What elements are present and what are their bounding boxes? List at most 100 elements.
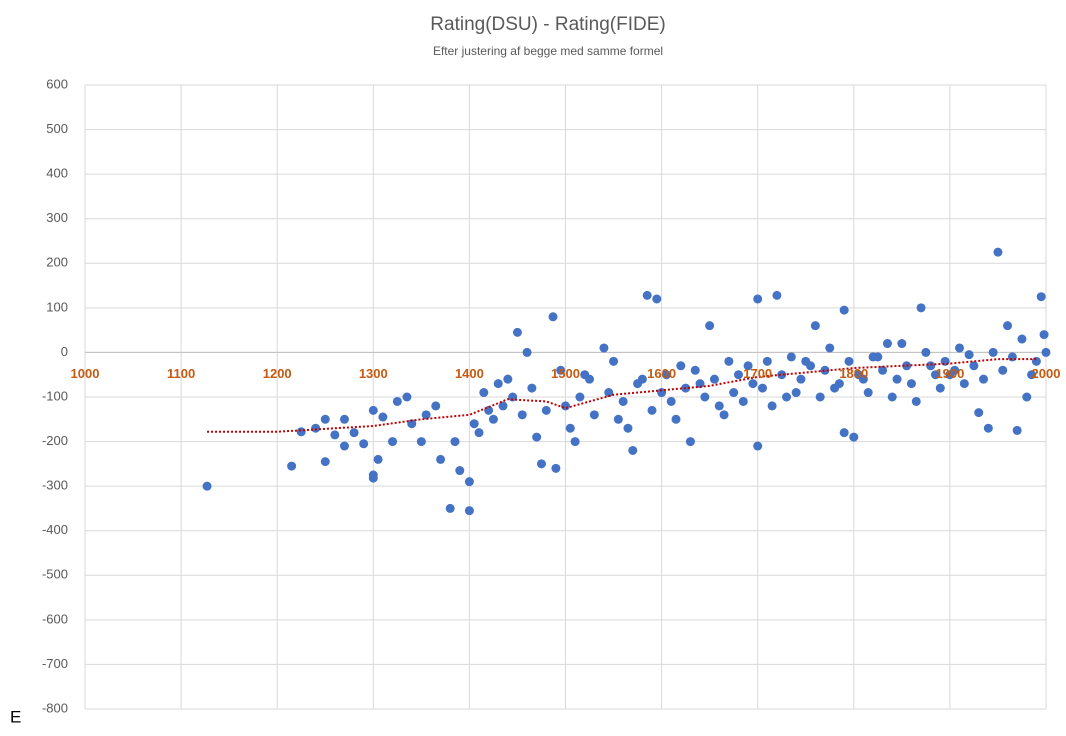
point — [979, 374, 989, 384]
point — [548, 312, 558, 322]
point — [623, 423, 633, 433]
point — [863, 388, 873, 398]
point — [988, 347, 998, 357]
x-tick-label: 1200 — [263, 366, 292, 381]
point — [503, 374, 513, 384]
point — [647, 405, 657, 415]
point — [873, 352, 883, 362]
point — [983, 423, 993, 433]
point — [700, 392, 710, 402]
point — [657, 388, 667, 398]
point — [349, 428, 359, 438]
point — [685, 437, 695, 447]
point — [834, 379, 844, 389]
point — [407, 419, 417, 429]
point — [777, 370, 787, 380]
point — [791, 388, 801, 398]
point — [532, 432, 542, 442]
point — [378, 412, 388, 422]
point — [551, 463, 561, 473]
point — [522, 347, 532, 357]
point — [474, 428, 484, 438]
x-tick-label: 1400 — [455, 366, 484, 381]
point — [753, 441, 763, 451]
point — [974, 408, 984, 418]
point — [758, 383, 768, 393]
point — [690, 365, 700, 375]
point — [508, 392, 518, 402]
point — [618, 396, 628, 406]
point — [806, 361, 816, 371]
point — [464, 506, 474, 516]
point — [296, 427, 306, 437]
point — [887, 392, 897, 402]
point — [993, 247, 1003, 257]
point — [652, 294, 662, 304]
point — [950, 365, 960, 375]
point — [359, 439, 369, 449]
point — [921, 347, 931, 357]
point — [709, 374, 719, 384]
x-tick-label: 1600 — [647, 366, 676, 381]
point — [1003, 321, 1013, 331]
point — [541, 405, 551, 415]
point — [517, 410, 527, 420]
point — [339, 441, 349, 451]
point — [613, 414, 623, 424]
point — [839, 428, 849, 438]
point — [955, 343, 965, 353]
point — [849, 432, 859, 442]
point — [796, 374, 806, 384]
point — [676, 361, 686, 371]
y-tick-label: -300 — [42, 478, 68, 493]
point — [969, 361, 979, 371]
point — [479, 388, 489, 398]
point — [368, 405, 378, 415]
point — [762, 356, 772, 366]
y-tick-label: -700 — [42, 656, 68, 671]
y-tick-label: -100 — [42, 388, 68, 403]
point — [589, 410, 599, 420]
point — [815, 392, 825, 402]
y-tick-label: -800 — [42, 700, 68, 715]
point — [733, 370, 743, 380]
point — [527, 383, 537, 393]
point — [810, 321, 820, 331]
point — [729, 388, 739, 398]
y-tick-label: 0 — [61, 344, 68, 359]
point — [705, 321, 715, 331]
point — [844, 356, 854, 366]
point — [469, 419, 479, 429]
point — [882, 339, 892, 349]
point — [753, 294, 763, 304]
point — [661, 370, 671, 380]
point — [738, 396, 748, 406]
point — [916, 303, 926, 313]
x-tick-label: 1800 — [839, 366, 868, 381]
point — [926, 361, 936, 371]
y-tick-label: 400 — [46, 166, 68, 181]
point — [450, 437, 460, 447]
point — [1022, 392, 1032, 402]
point — [416, 437, 426, 447]
point — [714, 401, 724, 411]
chart-title: Rating(DSU) - Rating(FIDE) — [430, 14, 665, 35]
y-tick-label: -500 — [42, 567, 68, 582]
point — [561, 401, 570, 411]
point — [719, 410, 729, 420]
annotation: E — [10, 707, 21, 726]
point — [565, 423, 575, 433]
point — [484, 405, 494, 415]
chart-subtitle: Efter justering af begge med samme forme… — [433, 44, 663, 58]
point — [556, 365, 566, 375]
point — [633, 379, 643, 389]
point — [671, 414, 681, 424]
point — [1036, 292, 1046, 302]
y-tick-label: 300 — [46, 210, 68, 225]
point — [388, 437, 398, 447]
point — [666, 396, 676, 406]
y-tick-label: 600 — [46, 76, 68, 91]
point — [373, 454, 383, 464]
point — [536, 459, 546, 469]
